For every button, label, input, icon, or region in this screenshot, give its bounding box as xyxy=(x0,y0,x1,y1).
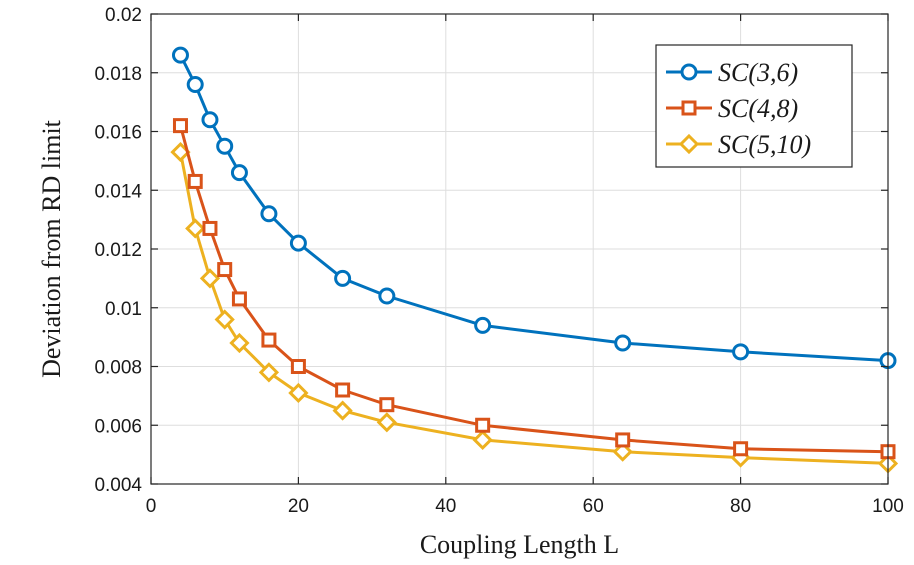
series-group xyxy=(170,46,899,474)
x-tick-label: 40 xyxy=(435,496,456,517)
legend-label: SC(4,8) xyxy=(718,94,798,123)
x-tick-label: 0 xyxy=(146,496,157,517)
data-point xyxy=(733,441,749,457)
data-point xyxy=(217,262,233,278)
legend-marker xyxy=(678,133,700,155)
series-square xyxy=(172,118,896,460)
data-point xyxy=(186,76,204,93)
y-tick-label: 0.016 xyxy=(94,123,142,144)
data-point xyxy=(335,382,351,398)
legend-marker xyxy=(680,63,698,81)
data-point xyxy=(290,359,306,374)
legend-label: SC(3,6) xyxy=(718,58,798,87)
legend-label: SC(5,10) xyxy=(718,130,811,159)
y-tick-label: 0.004 xyxy=(94,475,142,496)
data-point xyxy=(376,412,397,433)
grid xyxy=(150,13,889,485)
data-point xyxy=(214,309,235,330)
y-axis-title: Deviation from RD limit xyxy=(37,119,66,378)
data-point xyxy=(378,287,396,305)
data-point xyxy=(334,269,352,287)
data-point xyxy=(230,164,248,182)
series-diamond xyxy=(170,141,899,474)
data-point xyxy=(379,397,395,413)
x-tick-label: 60 xyxy=(583,496,604,517)
data-point xyxy=(199,268,221,289)
data-point xyxy=(472,429,493,451)
data-point xyxy=(258,362,280,383)
data-point xyxy=(185,218,206,239)
axis-ticks: 0.004 0.006 0.008 0.01 0.012 0.014 0.016 0.018 0… xyxy=(94,5,903,517)
data-point xyxy=(171,46,189,64)
x-tick-label: 100 xyxy=(872,496,904,517)
y-tick-label: 0.018 xyxy=(94,64,142,85)
data-point xyxy=(260,205,278,223)
data-point xyxy=(474,316,492,334)
data-point xyxy=(288,382,309,404)
data-point xyxy=(187,173,203,189)
legend-marker xyxy=(681,100,697,116)
y-tick-label: 0.008 xyxy=(94,358,142,379)
data-point xyxy=(201,111,219,129)
data-point xyxy=(615,432,631,448)
data-point xyxy=(216,137,234,155)
data-point xyxy=(612,441,633,462)
series-circle xyxy=(171,46,897,370)
y-tick-label: 0.02 xyxy=(105,5,142,26)
y-tick-label: 0.01 xyxy=(105,299,142,320)
series-line xyxy=(179,125,889,454)
data-point xyxy=(172,118,188,134)
data-point xyxy=(231,291,247,307)
x-tick-label: 20 xyxy=(288,496,309,517)
y-tick-label: 0.014 xyxy=(94,181,142,202)
data-point xyxy=(332,400,353,421)
y-tick-label: 0.012 xyxy=(94,240,142,261)
legend: SC(3,6) SC(4,8) SC(5,10) xyxy=(655,44,853,168)
data-point xyxy=(475,417,491,433)
data-point xyxy=(614,334,632,352)
data-point xyxy=(289,234,307,252)
x-axis-title: Coupling Length L xyxy=(420,530,619,559)
data-point xyxy=(202,220,218,236)
y-tick-label: 0.006 xyxy=(94,416,142,437)
data-point xyxy=(261,332,277,348)
data-point xyxy=(229,332,250,354)
x-tick-label: 80 xyxy=(730,496,751,517)
data-point xyxy=(732,343,750,361)
